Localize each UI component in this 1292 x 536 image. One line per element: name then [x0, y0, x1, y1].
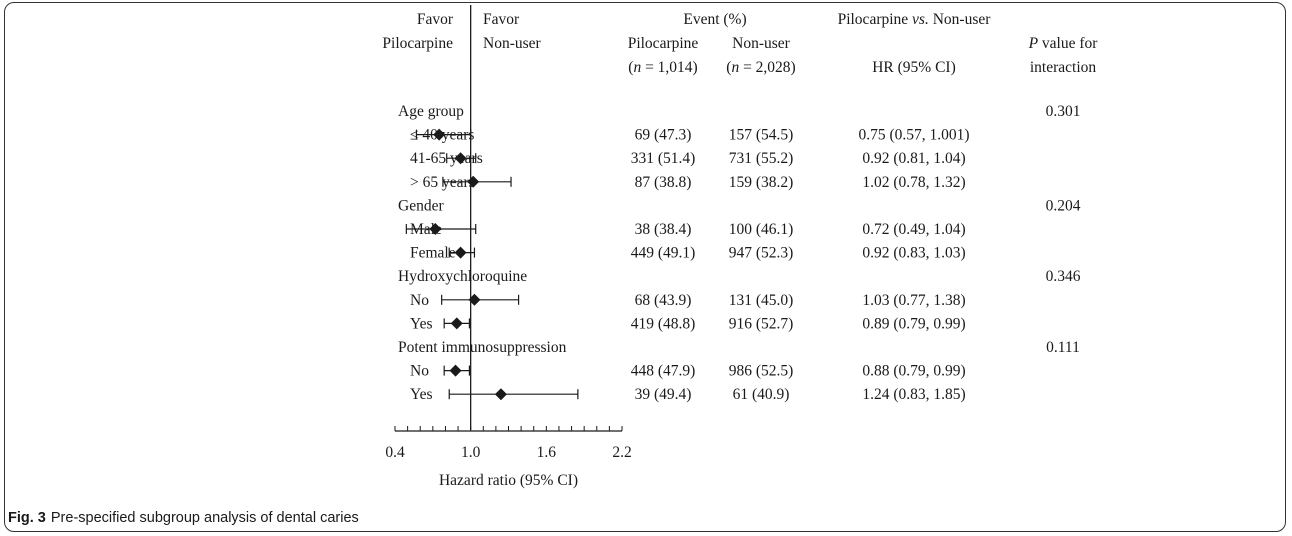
x-tick-label: 0.4 — [385, 444, 405, 461]
point-estimate-diamond — [449, 364, 462, 377]
row-event-nonuser: 947 (52.3) — [729, 245, 794, 262]
row-event-nonuser: 731 (55.2) — [729, 150, 794, 167]
row-hr-text: 0.92 (0.81, 1.04) — [862, 150, 965, 167]
point-estimate-diamond — [468, 293, 481, 306]
favor-left-line1: Favor — [417, 11, 454, 28]
point-estimate-diamond — [454, 246, 467, 259]
x-tick-label: 2.2 — [612, 444, 631, 461]
row-group-label: Gender — [398, 197, 444, 214]
row-hr-text: 1.03 (0.77, 1.38) — [862, 292, 965, 309]
p-header-line1: P value for — [1028, 35, 1099, 52]
favor-right-line2: Non-user — [483, 35, 542, 52]
row-hr-text: 0.88 (0.79, 0.99) — [862, 363, 965, 380]
x-axis-label: Hazard ratio (95% CI) — [439, 472, 578, 489]
figure-caption: Fig. 3 Pre-specified subgroup analysis of… — [8, 510, 359, 526]
event-header: Event (%) — [683, 11, 746, 28]
event-n-pilocarpine: (n = 1,014) — [628, 59, 697, 76]
row-event-nonuser: 916 (52.7) — [729, 315, 794, 332]
row-event-pilocarpine: 331 (51.4) — [631, 150, 696, 167]
row-hr-text: 0.92 (0.83, 1.03) — [862, 245, 965, 262]
comparison-header: Pilocarpine vs. Non-user — [838, 11, 992, 28]
row-event-pilocarpine: 68 (43.9) — [635, 292, 692, 309]
row-event-nonuser: 131 (45.0) — [729, 292, 794, 309]
row-sub-label: Yes — [410, 315, 433, 332]
row-hr-text: 0.72 (0.49, 1.04) — [862, 221, 965, 238]
event-n-nonuser: (n = 2,028) — [726, 59, 795, 76]
row-group-label: Potent immunosuppression — [398, 339, 567, 356]
row-event-pilocarpine: 449 (49.1) — [631, 245, 696, 262]
row-event-nonuser: 61 (40.9) — [733, 386, 790, 403]
row-group-label: Hydroxychloroquine — [398, 268, 527, 285]
caption-text: Pre-specified subgroup analysis of denta… — [50, 510, 359, 526]
row-event-nonuser: 157 (54.5) — [729, 127, 794, 144]
point-estimate-diamond — [494, 388, 507, 401]
row-event-pilocarpine: 69 (47.3) — [635, 127, 692, 144]
row-sub-label: Yes — [410, 386, 433, 403]
caption-label: Fig. 3 — [8, 510, 46, 526]
p-header-line2: interaction — [1030, 59, 1097, 76]
row-hr-text: 0.75 (0.57, 1.001) — [858, 127, 969, 144]
point-estimate-diamond — [454, 152, 467, 165]
row-event-pilocarpine: 419 (48.8) — [631, 315, 696, 332]
row-event-pilocarpine: 39 (49.4) — [635, 386, 692, 403]
favor-left-line2: Pilocarpine — [382, 35, 453, 52]
row-event-nonuser: 100 (46.1) — [729, 221, 794, 238]
row-sub-label: No — [410, 292, 429, 309]
point-estimate-diamond — [467, 175, 480, 188]
row-p-value: 0.346 — [1046, 268, 1081, 285]
event-col-pilocarpine: Pilocarpine — [628, 35, 699, 52]
row-hr-text: 1.02 (0.78, 1.32) — [862, 174, 965, 191]
row-event-nonuser: 159 (38.2) — [729, 174, 794, 191]
row-event-pilocarpine: 448 (47.9) — [631, 363, 696, 380]
row-hr-text: 0.89 (0.79, 0.99) — [862, 315, 965, 332]
figure-frame — [4, 2, 1286, 532]
row-hr-text: 1.24 (0.83, 1.85) — [862, 386, 965, 403]
row-event-pilocarpine: 38 (38.4) — [635, 221, 692, 238]
point-estimate-diamond — [433, 128, 446, 141]
row-sub-label: Female — [410, 245, 456, 262]
x-tick-label: 1.6 — [537, 444, 557, 461]
row-event-nonuser: 986 (52.5) — [729, 363, 794, 380]
row-event-pilocarpine: 87 (38.8) — [635, 174, 692, 191]
point-estimate-diamond — [429, 223, 442, 235]
point-estimate-diamond — [450, 317, 463, 330]
hr-header: HR (95% CI) — [872, 59, 956, 76]
x-tick-label: 1.0 — [461, 444, 481, 461]
row-sub-label: No — [410, 363, 429, 380]
row-p-value: 0.204 — [1046, 197, 1081, 214]
row-group-label: Age group — [398, 103, 464, 120]
row-p-value: 0.111 — [1046, 339, 1080, 356]
event-col-nonuser: Non-user — [732, 35, 791, 52]
favor-right-line1: Favor — [483, 11, 520, 28]
row-p-value: 0.301 — [1046, 103, 1081, 120]
